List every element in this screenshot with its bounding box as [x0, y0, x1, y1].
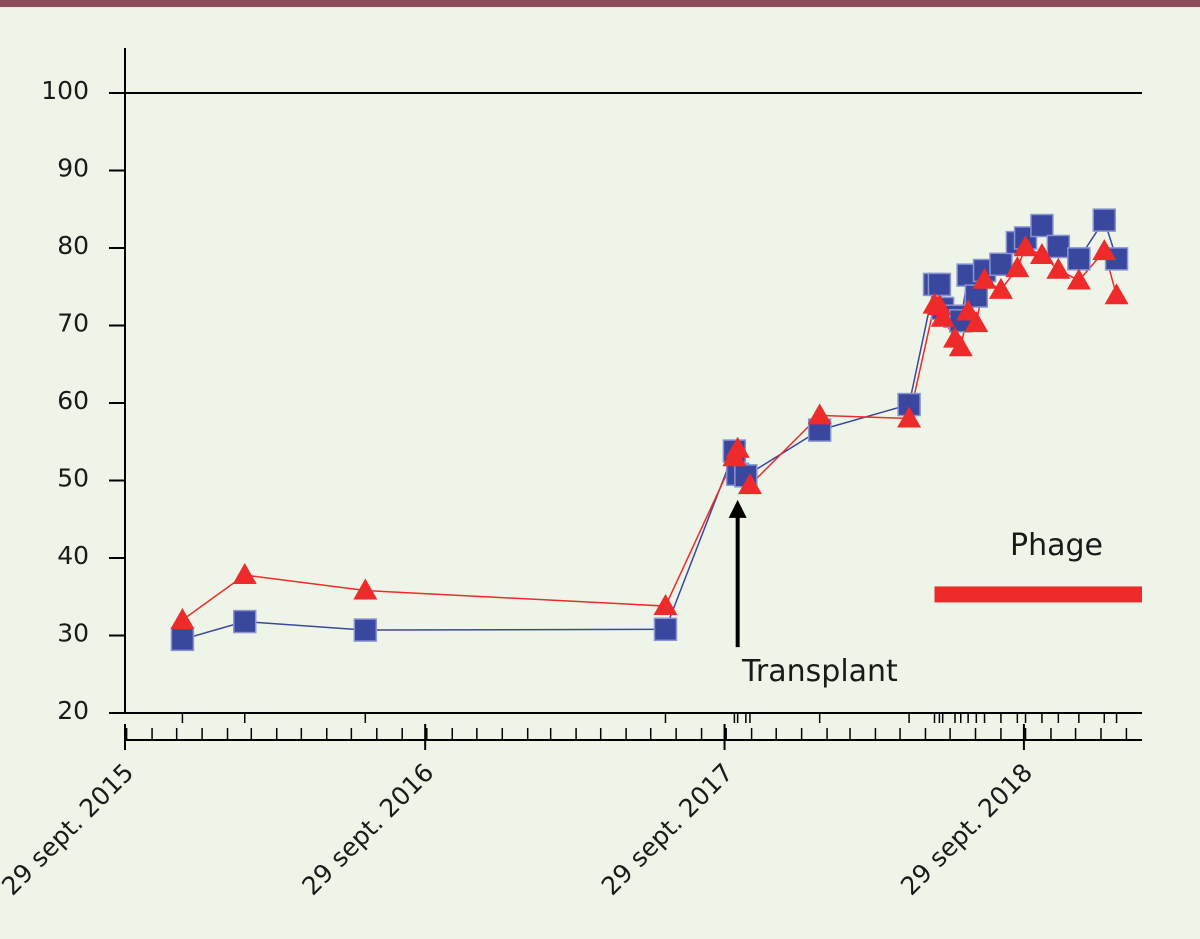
axes-layer: [124, 48, 1142, 714]
triangle-marker: [737, 473, 762, 495]
y-tick-label: 90: [57, 154, 89, 183]
triangle-marker: [930, 305, 955, 327]
triangle-marker: [1066, 268, 1091, 290]
square-marker: [1030, 213, 1054, 238]
y-tick-label: 80: [57, 231, 89, 260]
square-marker: [353, 618, 378, 642]
triangle-marker: [927, 294, 952, 316]
triangle-marker: [807, 403, 832, 425]
square-marker: [1046, 234, 1071, 259]
triangle-marker: [353, 578, 378, 600]
triangle-marker: [170, 608, 195, 629]
triangle-marker: [1013, 235, 1038, 257]
x-tick-label: 29 sept. 2015: [0, 758, 139, 901]
square-marker: [927, 272, 952, 297]
y-tick-label: 100: [41, 76, 89, 105]
triangle-marker: [232, 563, 257, 585]
triangle-marker: [1104, 283, 1129, 305]
phage-label: Phage: [1010, 528, 1103, 563]
triangle-marker: [964, 311, 989, 333]
y-tick-label: 60: [57, 386, 89, 415]
square-marker: [989, 252, 1013, 277]
transplant-arrow-head: [728, 499, 747, 518]
x-tick-label: 29 sept. 2017: [596, 758, 739, 901]
triangle-marker: [1029, 242, 1054, 264]
triangle-marker: [988, 277, 1013, 299]
top-border-bar: [0, 0, 1200, 7]
square-marker: [653, 617, 678, 642]
transplant-label: Transplant: [741, 654, 898, 689]
triangle-marker: [653, 594, 678, 616]
series-layer: [170, 208, 1129, 652]
square-marker: [232, 609, 257, 634]
y-tick-label: 50: [57, 464, 89, 493]
annotation-layer: Transplant Phage: [728, 499, 1142, 689]
y-tick-label: 30: [57, 619, 89, 648]
ticks-layer: 20 30 40 50 60 70 80 90 100 29 sept. 2015 29 sept.…: [0, 76, 1142, 901]
triangle-marker: [1092, 239, 1117, 261]
triangle-marker: [948, 335, 973, 357]
y-tick-label: 20: [57, 696, 89, 725]
y-tick-label: 40: [57, 541, 89, 570]
square-marker: [170, 627, 195, 652]
triangle-marker: [725, 436, 750, 458]
square-marker: [1067, 247, 1091, 271]
triangle-marker: [897, 406, 922, 428]
triangle-marker: [972, 267, 997, 289]
square-marker: [1092, 208, 1117, 232]
y-tick-label: 70: [57, 309, 89, 338]
phage-bar: [934, 586, 1142, 603]
triangle-marker: [1046, 257, 1071, 279]
x-tick-label: 29 sept. 2018: [895, 758, 1038, 901]
triangle-marker: [1005, 256, 1030, 278]
x-tick-label: 29 sept. 2016: [296, 758, 439, 901]
